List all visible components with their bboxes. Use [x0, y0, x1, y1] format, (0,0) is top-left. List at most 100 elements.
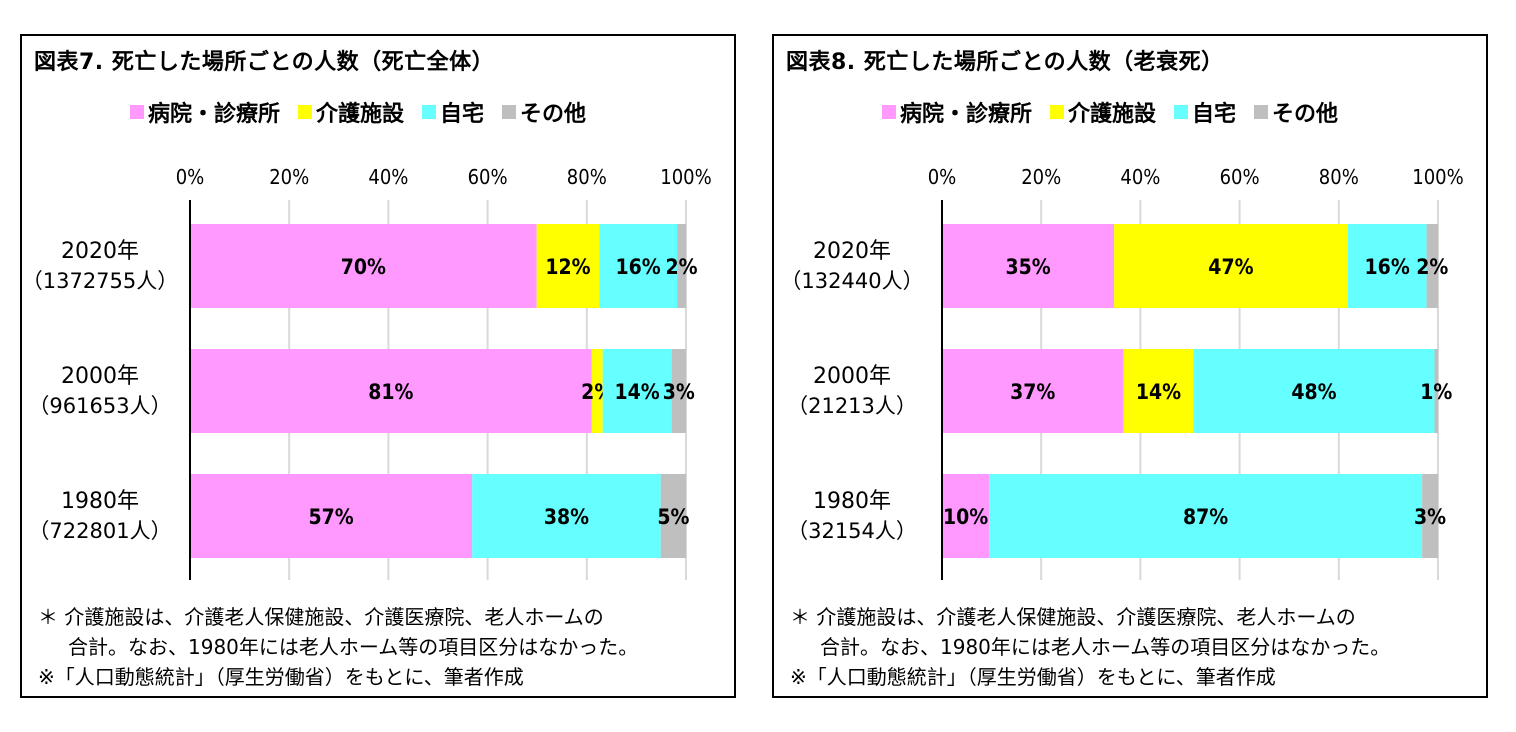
bar-segment [1422, 474, 1438, 558]
legend-label: 介護施設 [1068, 102, 1157, 127]
x-tick-label: 40% [368, 165, 408, 189]
legend-label: 病院・診療所 [148, 102, 281, 127]
data-label: 16% [616, 255, 661, 279]
x-tick-label: 80% [567, 165, 607, 189]
category-label: 1980年 [813, 489, 891, 514]
bar-segment [190, 224, 537, 308]
legend-label: 自宅 [440, 102, 485, 127]
legend-swatch-care [298, 105, 313, 119]
bar-segment [190, 474, 473, 558]
note-line: 合計。なお、1980年には老人ホーム等の項目区分はなかった。 [68, 635, 639, 659]
x-tick-label: 100% [660, 165, 711, 189]
note-line: ※「人口動態統計」（厚生労働省）をもとに、筆者作成 [790, 665, 1276, 689]
legend-swatch-home [422, 105, 437, 119]
chart-legend: 病院・診療所 介護施設 自宅 その他 [130, 96, 604, 128]
legend-item-other: その他 [502, 96, 586, 128]
data-label: 1% [1420, 380, 1452, 404]
legend-swatch-care [1050, 105, 1065, 119]
legend-swatch-home [1174, 105, 1189, 119]
category-count-label: （961653人） [28, 394, 171, 418]
legend-swatch-hospital [882, 105, 896, 119]
chart-notes: ＊ 介護施設は、介護老人保健施設、介護医療院、老人ホームの 合計。なお、1980… [790, 602, 1390, 692]
legend-label: 介護施設 [316, 102, 405, 127]
bar-segment [599, 224, 678, 308]
data-label: 81% [368, 380, 413, 404]
legend-label: 自宅 [1192, 102, 1237, 127]
data-label: 14% [1136, 380, 1181, 404]
bar-segment [472, 474, 661, 558]
legend-swatch-other [1254, 105, 1269, 119]
category-label: 2000年 [61, 364, 139, 389]
x-tick-label: 40% [1120, 165, 1160, 189]
chart-panel-2: 図表8. 死亡した場所ごとの人数（老衰死） 病院・診療所 介護施設 自宅 その他… [772, 34, 1488, 698]
data-label: 12% [545, 255, 590, 279]
bar-segment [942, 224, 1115, 308]
category-label: 2020年 [61, 239, 139, 264]
data-label: 3% [663, 380, 695, 404]
chart-legend: 病院・診療所 介護施設 自宅 その他 [882, 96, 1356, 128]
bar-segment [602, 349, 672, 433]
x-tick-label: 60% [1220, 165, 1260, 189]
data-label: 2% [665, 255, 697, 279]
category-count-label: （132440人） [780, 269, 923, 293]
chart-title: 図表7. 死亡した場所ごとの人数（死亡全体） [34, 50, 495, 75]
chart-title: 図表8. 死亡した場所ごとの人数（老衰死） [786, 50, 1224, 75]
category-label: 2020年 [813, 239, 891, 264]
x-tick-label: 0% [928, 165, 957, 189]
x-tick-label: 100% [1412, 165, 1463, 189]
legend-swatch-other [502, 105, 517, 119]
legend-swatch-hospital [130, 105, 144, 119]
stacked-bar-chart: 0% 20% 40% 60% 80% 100% 70% 12% 16% 2% 2020年 （13727… [22, 165, 712, 580]
bar-segment [190, 349, 592, 433]
legend-label: その他 [520, 102, 587, 127]
chart-panel-1: 図表7. 死亡した場所ごとの人数（死亡全体） 病院・診療所 介護施設 自宅 その… [20, 34, 736, 698]
data-label: 14% [615, 380, 660, 404]
category-label: 1980年 [61, 489, 139, 514]
legend-item-care: 介護施設 [298, 96, 404, 128]
bar-segment [1123, 349, 1194, 433]
bar-segment [942, 474, 990, 558]
legend-item-other: その他 [1254, 96, 1338, 128]
data-label: 3% [1414, 505, 1446, 529]
legend-item-hospital: 病院・診療所 [130, 96, 280, 128]
bar-segment [1193, 349, 1435, 433]
bar-segment [1434, 349, 1438, 433]
x-tick-label: 20% [1021, 165, 1061, 189]
data-label: 37% [1010, 380, 1055, 404]
data-label: 47% [1208, 255, 1253, 279]
bar-segment [1114, 224, 1348, 308]
data-label: 70% [341, 255, 386, 279]
x-tick-label: 60% [468, 165, 508, 189]
legend-label: 病院・診療所 [900, 102, 1033, 127]
data-label: 10% [943, 505, 988, 529]
bar-segment [942, 349, 1124, 433]
legend-item-care: 介護施設 [1050, 96, 1156, 128]
x-tick-label: 80% [1319, 165, 1359, 189]
data-label: 5% [657, 505, 689, 529]
bar-segment [1347, 224, 1427, 308]
bar-segment [591, 349, 603, 433]
note-line: ＊ 介護施設は、介護老人保健施設、介護医療院、老人ホームの [790, 605, 1356, 629]
category-count-label: （32154人） [787, 519, 917, 543]
legend-item-home: 自宅 [1174, 96, 1236, 128]
data-label: 16% [1365, 255, 1410, 279]
category-count-label: （21213人） [787, 394, 917, 418]
note-line: 合計。なお、1980年には老人ホーム等の項目区分はなかった。 [820, 635, 1391, 659]
x-tick-label: 20% [269, 165, 309, 189]
category-label: 2000年 [813, 364, 891, 389]
data-label: 2% [1416, 255, 1448, 279]
bar-segment [677, 224, 686, 308]
note-line: ※「人口動態統計」（厚生労働省）をもとに、筆者作成 [38, 665, 524, 689]
data-label: 57% [308, 505, 353, 529]
legend-item-hospital: 病院・診療所 [882, 96, 1032, 128]
legend-label: その他 [1272, 102, 1339, 127]
stacked-bar-chart: 0% 20% 40% 60% 80% 100% 35% 47% 16% 2% 2020年 （13244… [780, 165, 1464, 580]
data-label: 38% [544, 505, 589, 529]
bar-segment [536, 224, 600, 308]
bar-segment [671, 349, 686, 433]
bar-segment [1426, 224, 1438, 308]
data-label: 87% [1183, 505, 1228, 529]
bar-segment [989, 474, 1423, 558]
data-label: 35% [1005, 255, 1050, 279]
x-tick-label: 0% [176, 165, 205, 189]
